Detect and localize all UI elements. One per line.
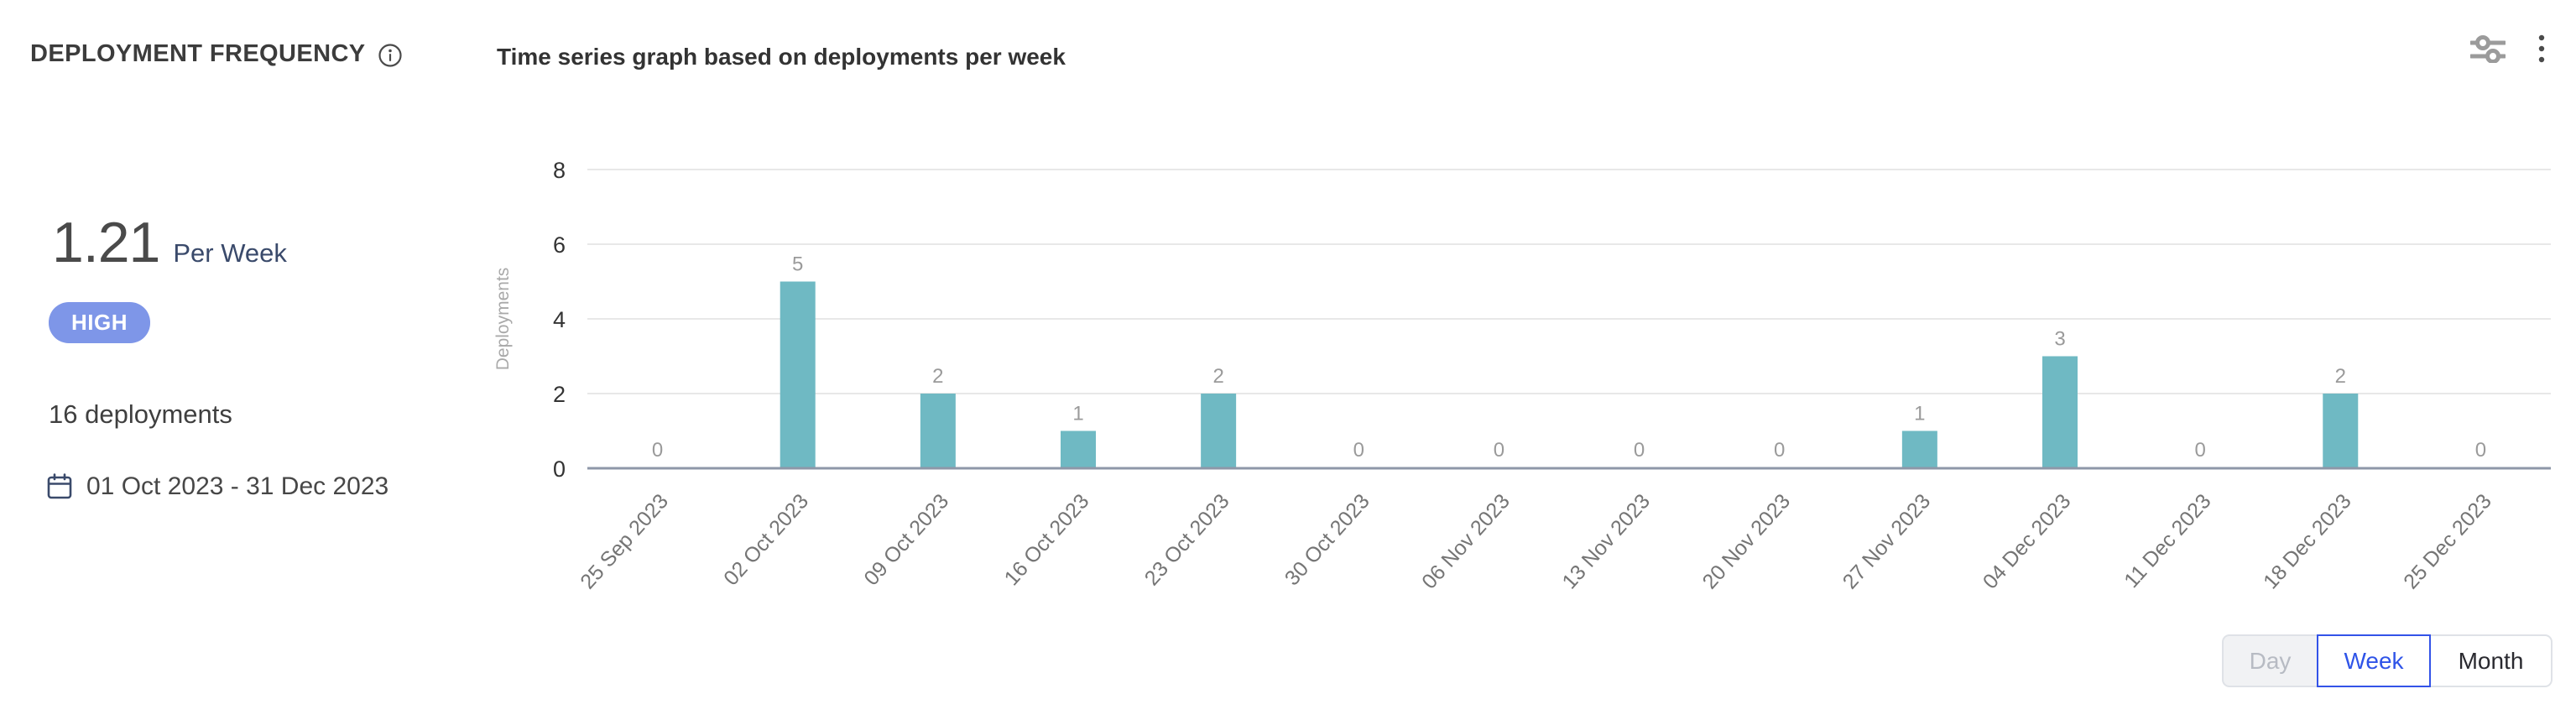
widget-title: DEPLOYMENT FREQUENCY: [30, 40, 366, 67]
calendar-icon: [47, 473, 72, 500]
bar-02-Oct-2023[interactable]: [780, 281, 816, 469]
x-tick-8: 20 Nov 2023: [1697, 489, 1795, 593]
header-actions: [2470, 34, 2546, 64]
bar-label-12: 2: [2335, 365, 2346, 388]
widget-header: DEPLOYMENT FREQUENCY: [30, 40, 403, 68]
date-range-label: 01 Oct 2023 - 31 Dec 2023: [86, 472, 389, 500]
day-toggle-button[interactable]: Day: [2222, 634, 2317, 687]
bar-label-7: 0: [1634, 439, 1645, 462]
x-tick-6: 06 Nov 2023: [1417, 489, 1515, 593]
y-axis-title: Deployments: [493, 268, 513, 371]
bar-27-Nov-2023[interactable]: [1901, 430, 1937, 469]
y-tick-2: 2: [553, 382, 566, 407]
metric-row: 1.21 Per Week: [52, 210, 287, 275]
x-tick-4: 23 Oct 2023: [1140, 489, 1234, 590]
info-icon[interactable]: [378, 43, 403, 68]
rating-badge: HIGH: [49, 302, 150, 343]
deployments-total: 16 deployments: [49, 399, 232, 429]
x-tick-5: 30 Oct 2023: [1280, 489, 1374, 590]
bar-label-8: 0: [1774, 439, 1785, 462]
x-tick-3: 16 Oct 2023: [1000, 489, 1094, 590]
x-tick-13: 25 Dec 2023: [2399, 489, 2496, 593]
bar-label-1: 5: [792, 253, 803, 276]
x-tick-12: 18 Dec 2023: [2259, 489, 2356, 593]
x-tick-7: 13 Nov 2023: [1557, 489, 1655, 593]
x-tick-10: 04 Dec 2023: [1979, 489, 2076, 593]
y-tick-0: 0: [553, 457, 566, 482]
x-tick-9: 27 Nov 2023: [1838, 489, 1936, 593]
x-tick-2: 09 Oct 2023: [859, 489, 953, 590]
week-toggle-button[interactable]: Week: [2317, 634, 2431, 687]
bar-label-5: 0: [1353, 439, 1364, 462]
bar-label-0: 0: [652, 439, 663, 462]
bar-label-4: 2: [1212, 365, 1223, 388]
month-toggle-button[interactable]: Month: [2431, 634, 2553, 687]
bar-label-2: 2: [932, 365, 943, 388]
bar-label-13: 0: [2475, 439, 2486, 462]
metric-unit: Per Week: [173, 238, 287, 268]
bar-label-10: 3: [2054, 328, 2065, 351]
x-tick-1: 02 Oct 2023: [719, 489, 813, 590]
granularity-toggle: Day Week Month: [2222, 634, 2553, 687]
bar-label-3: 1: [1072, 403, 1083, 425]
y-tick-8: 8: [553, 158, 566, 183]
chart-subtitle: Time series graph based on deployments p…: [497, 44, 1066, 70]
date-range-row: 01 Oct 2023 - 31 Dec 2023: [47, 472, 388, 501]
metric-value: 1.21: [52, 211, 160, 274]
bar-16-Oct-2023[interactable]: [1061, 430, 1096, 469]
x-tick-0: 25 Sep 2023: [576, 489, 673, 593]
y-tick-6: 6: [553, 232, 566, 258]
bar-label-9: 1: [1914, 403, 1925, 425]
filter-sliders-icon[interactable]: [2470, 34, 2506, 63]
bar-23-Oct-2023[interactable]: [1201, 394, 1237, 468]
kebab-menu-icon[interactable]: [2537, 34, 2546, 64]
bar-18-Dec-2023[interactable]: [2323, 394, 2359, 468]
x-tick-11: 11 Dec 2023: [2120, 489, 2215, 592]
bar-label-11: 0: [2194, 439, 2205, 462]
bar-04-Dec-2023[interactable]: [2042, 356, 2078, 469]
bar-09-Oct-2023[interactable]: [920, 394, 956, 468]
bar-label-6: 0: [1494, 439, 1504, 462]
y-tick-4: 4: [553, 307, 566, 332]
